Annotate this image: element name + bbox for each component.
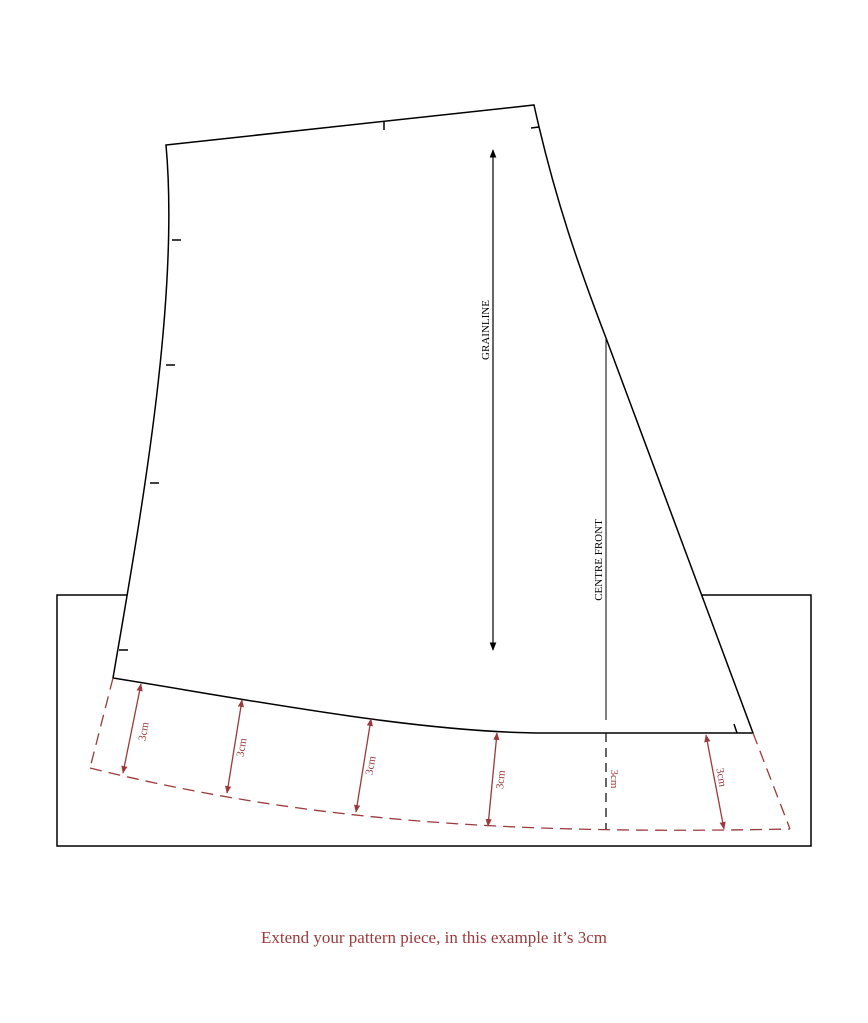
measure-label: 3cm [234, 737, 249, 758]
measure-label: 3cm [136, 721, 151, 742]
centre-front-label: CENTRE FRONT [593, 519, 605, 601]
pattern-piece [112, 104, 755, 734]
caption: Extend your pattern piece, in this examp… [261, 928, 607, 947]
measure-arrows [121, 683, 726, 830]
new-hemline [89, 677, 791, 831]
measure-label: 3cm [608, 770, 620, 789]
measure-label: 3cm [713, 767, 728, 788]
notches [119, 121, 738, 734]
measure-label: 3cm [494, 769, 508, 789]
grainline-label: GRAINLINE [480, 300, 492, 360]
measure-label: 3cm [363, 755, 378, 776]
